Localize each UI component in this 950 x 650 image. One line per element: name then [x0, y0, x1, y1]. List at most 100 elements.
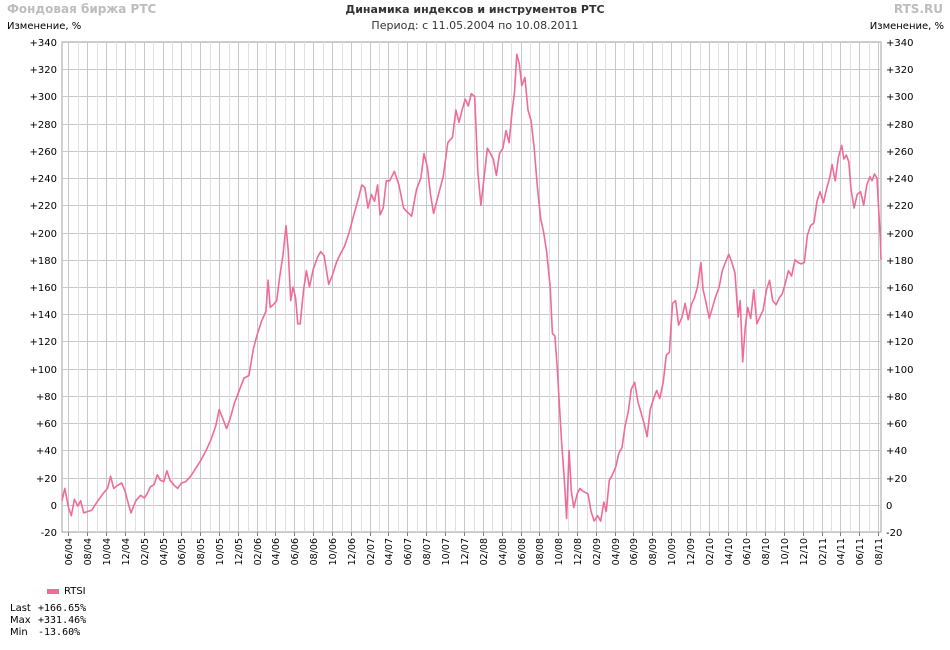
x-tick-label: 08/10	[761, 538, 772, 565]
x-tick-label: 10/10	[780, 538, 791, 565]
stat-label: Last	[10, 603, 31, 614]
x-tick-label: 10/04	[102, 538, 113, 565]
y-tick-label-left: +200	[30, 229, 57, 240]
x-tick-label: 06/11	[855, 538, 866, 565]
chart-title: Динамика индексов и инструментов РТС	[345, 3, 605, 16]
y-tick-label-right: +240	[886, 174, 913, 185]
x-tick-label: 12/04	[121, 538, 132, 565]
x-tick-label: 02/07	[366, 538, 377, 565]
stat-label: Max	[10, 615, 31, 626]
y-tick-label-left: +40	[36, 446, 57, 457]
y-tick-label-left: +320	[30, 65, 57, 76]
x-tick-label: 04/07	[384, 538, 395, 565]
y-tick-label-left: 0	[51, 501, 57, 512]
y-tick-label-right: +40	[886, 446, 907, 457]
y-tick-label-left: +80	[36, 392, 57, 403]
y-tick-label-right: +140	[886, 310, 913, 321]
x-tick-label: 04/05	[159, 538, 170, 565]
y-tick-label-right: +300	[886, 92, 913, 103]
x-tick-label: 08/07	[422, 538, 433, 565]
x-tick-label: 02/05	[140, 538, 151, 565]
series-line-rtsi	[61, 53, 882, 522]
x-tick-label: 08/11	[874, 538, 885, 565]
y-tick-label-right: +80	[886, 392, 907, 403]
y-tick-label-right: -20	[886, 528, 902, 539]
x-tick-label: 04/11	[836, 538, 847, 565]
x-tick-label: 12/06	[347, 538, 358, 565]
x-tick-label: 02/09	[592, 538, 603, 565]
x-tick-label: 08/09	[648, 538, 659, 565]
y-tick-label-left: +260	[30, 147, 57, 158]
left-brand-label: Фондовая биржа РТС	[7, 2, 157, 16]
x-tick-label: 02/11	[818, 538, 829, 565]
x-tick-label: 06/05	[177, 538, 188, 565]
y-tick-label-right: +160	[886, 283, 913, 294]
x-tick-label: 12/10	[799, 538, 810, 565]
x-tick-label: 02/08	[479, 538, 490, 565]
y-tick-label-left: +100	[30, 365, 57, 376]
y-tick-label-left: -20	[41, 528, 57, 539]
x-tick-label: 08/08	[535, 538, 546, 565]
legend-swatch	[47, 589, 59, 594]
y-tick-label-left: +60	[36, 419, 57, 430]
x-tick-label: 06/06	[290, 538, 301, 565]
legend-label: RTSI	[64, 586, 86, 597]
legend: RTSI	[47, 586, 86, 597]
y-tick-label-left: +140	[30, 310, 57, 321]
y-tick-label-right: +100	[886, 365, 913, 376]
x-tick-label: 10/05	[215, 538, 226, 565]
y-tick-label-right: +20	[886, 474, 907, 485]
y-tick-label-left: +300	[30, 92, 57, 103]
y-tick-label-right: +320	[886, 65, 913, 76]
y-tick-label-right: 0	[886, 501, 892, 512]
stat-value: +166.65%	[38, 603, 87, 614]
x-tick-label: 06/10	[742, 538, 753, 565]
x-tick-label: 02/10	[705, 538, 716, 565]
x-tick-label: 12/09	[686, 538, 697, 565]
x-tick-label: 10/06	[328, 538, 339, 565]
stat-row-min: Min -13.60%	[10, 627, 108, 639]
y-tick-label-left: +160	[30, 283, 57, 294]
stat-value: -13.60%	[38, 627, 81, 638]
y-tick-label-right: +220	[886, 201, 913, 212]
y-tick-label-left: +340	[30, 38, 57, 49]
x-tick-label: 04/06	[271, 538, 282, 565]
y-tick-label-right: +60	[886, 419, 907, 430]
chart-subtitle: Период: с 11.05.2004 по 10.08.2011	[371, 19, 579, 32]
y-tick-label-left: +20	[36, 474, 57, 485]
x-tick-label: 10/07	[441, 538, 452, 565]
x-tick-label: 12/08	[573, 538, 584, 565]
y-tick-label-left: +280	[30, 120, 57, 131]
y-tick-label-left: +220	[30, 201, 57, 212]
x-tick-label: 08/05	[196, 538, 207, 565]
stat-row-max: Max +331.46%	[10, 615, 108, 627]
stat-label: Min	[10, 627, 28, 638]
x-tick-label: 12/07	[460, 538, 471, 565]
x-tick-label: 08/06	[309, 538, 320, 565]
y-axis-unit-right: Изменение, %	[869, 21, 944, 32]
y-axis-unit-left: Изменение, %	[7, 21, 82, 32]
x-tick-label: 06/07	[403, 538, 414, 565]
y-tick-label-right: +340	[886, 38, 913, 49]
x-tick-label: 04/10	[724, 538, 735, 565]
x-tick-label: 04/09	[611, 538, 622, 565]
stat-value: +331.46%	[38, 615, 87, 626]
right-brand-label: RTS.RU	[893, 2, 943, 16]
stats-panel: Last +166.65% Max +331.46% Min -13.60%	[10, 603, 108, 639]
y-tick-label-right: +260	[886, 147, 913, 158]
y-tick-label-left: +240	[30, 174, 57, 185]
y-tick-label-right: +180	[886, 256, 913, 267]
x-tick-label: 06/09	[629, 538, 640, 565]
x-tick-label: 08/04	[83, 538, 94, 565]
y-tick-label-right: +120	[886, 337, 913, 348]
y-tick-label-left: +180	[30, 256, 57, 267]
stat-row-last: Last +166.65%	[10, 603, 108, 615]
x-tick-label: 10/08	[554, 538, 565, 565]
y-tick-label-left: +120	[30, 337, 57, 348]
y-tick-label-right: +280	[886, 120, 913, 131]
x-tick-label: 12/05	[234, 538, 245, 565]
x-tick-label: 06/04	[64, 538, 75, 565]
x-tick-label: 06/08	[517, 538, 528, 565]
x-tick-label: 10/09	[667, 538, 678, 565]
